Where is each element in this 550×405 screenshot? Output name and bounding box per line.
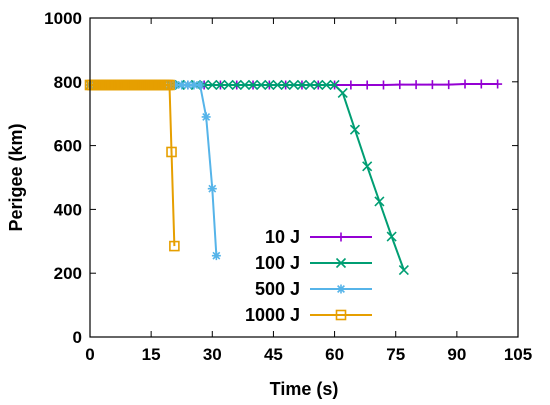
data-point [337, 87, 348, 99]
series-line [90, 83, 405, 271]
data-point [231, 79, 242, 91]
data-point [335, 257, 347, 269]
series-line [90, 83, 176, 247]
data-point [313, 79, 324, 91]
data-point [296, 79, 308, 91]
series-1000-j [84, 79, 180, 252]
legend-item: 10 J [265, 227, 372, 247]
x-tick-label: 75 [386, 345, 405, 364]
data-point [288, 79, 299, 91]
data-point [336, 284, 346, 294]
data-point [362, 80, 372, 90]
data-point [223, 79, 234, 91]
series-line [90, 83, 218, 256]
series-500-j [85, 80, 221, 261]
data-point [177, 80, 187, 90]
ticks-layer [89, 17, 519, 338]
legend-label: 100 J [255, 253, 300, 273]
legend-label: 500 J [255, 279, 300, 299]
data-point [166, 146, 177, 158]
data-point [335, 309, 347, 321]
series-100-j [84, 79, 409, 276]
plot-frame [89, 17, 519, 338]
y-tick-label: 800 [54, 73, 82, 92]
y-tick-label: 1000 [44, 9, 82, 28]
data-point [215, 79, 226, 91]
data-point [211, 251, 221, 261]
data-point [164, 79, 175, 91]
x-tick-label: 30 [203, 345, 222, 364]
data-point [207, 184, 217, 194]
x-axis-title: Time (s) [270, 379, 339, 399]
data-point [349, 124, 361, 135]
x-tick-label: 0 [85, 345, 94, 364]
data-point [346, 80, 356, 90]
data-point [374, 196, 385, 207]
data-point [476, 79, 486, 89]
data-point [207, 79, 218, 91]
legend-item: 500 J [255, 279, 372, 299]
data-point [395, 80, 405, 90]
data-point [444, 80, 454, 90]
data-point [272, 79, 283, 91]
data-point [256, 79, 267, 91]
data-point [378, 80, 388, 90]
legend-label: 10 J [265, 227, 300, 247]
data-point [305, 79, 316, 91]
legend-label: 1000 J [245, 305, 300, 325]
data-point [460, 79, 470, 89]
data-point [411, 80, 421, 90]
data-point [169, 240, 180, 252]
x-tick-label: 15 [142, 345, 161, 364]
legend-item: 100 J [255, 253, 372, 273]
series-layer [84, 79, 503, 276]
data-point [336, 232, 346, 242]
data-point [329, 79, 340, 91]
data-point [183, 80, 193, 90]
x-tick-label: 45 [264, 345, 283, 364]
data-point [171, 80, 181, 90]
data-point [398, 264, 409, 276]
x-tick-label: 105 [504, 345, 532, 364]
x-tick-label: 60 [325, 345, 344, 364]
legend: 10 J 100 J 500 J 1000 J [245, 227, 372, 325]
x-tick-label: 90 [447, 345, 466, 364]
y-tick-label: 400 [54, 200, 82, 219]
data-point [189, 80, 199, 90]
data-point [195, 80, 205, 90]
y-tick-label: 200 [54, 264, 82, 283]
y-tick-label: 0 [73, 328, 82, 347]
data-point [264, 79, 275, 91]
legend-item: 1000 J [245, 305, 372, 325]
data-point [427, 80, 437, 90]
y-axis-title: Perigee (km) [6, 123, 26, 231]
y-tick-label: 600 [54, 137, 82, 156]
data-point [280, 79, 291, 91]
data-point [239, 79, 250, 91]
data-point [362, 161, 373, 172]
data-point [386, 231, 397, 242]
data-point [247, 79, 259, 91]
labels-layer: 0 15 30 45 60 75 90 105 0 200 400 600 800 1000 [44, 9, 532, 364]
data-point [201, 112, 211, 122]
data-point [493, 79, 503, 89]
data-point [321, 79, 332, 91]
